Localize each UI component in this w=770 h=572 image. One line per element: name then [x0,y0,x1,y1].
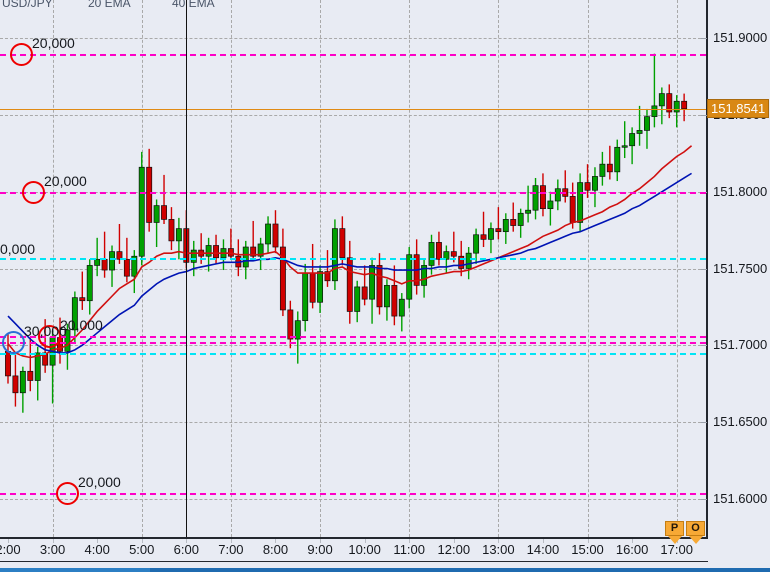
order-line[interactable] [0,53,706,56]
price-axis-tick [701,115,707,117]
order-line[interactable] [0,191,706,194]
cursor-vertical-line [186,0,188,537]
alert-line [0,257,706,260]
status-strip-right [150,568,770,572]
order-volume-label: 20,000 [78,473,121,490]
time-axis-tick [320,539,322,543]
order-marker[interactable] [38,325,61,348]
price-axis[interactable]: 151.9000151.8500151.8000151.7500151.7000… [701,0,770,537]
price-axis-label: 151.6000 [713,490,768,506]
order-volume-label: 20,000 [44,172,87,189]
time-axis-label: 6:00 [173,542,199,557]
time-axis-label: 11:00 [393,542,426,557]
time-axis[interactable]: 2:00 3:00 4:00 5:00 6:00 7:00 8:00 9:00 10:00 11:… [0,539,708,562]
time-axis-tick [97,539,99,543]
time-axis-tick [141,539,143,543]
price-axis-tick [701,38,707,40]
time-axis-label: 7:00 [218,542,244,557]
time-axis-tick [542,539,544,543]
status-strip [0,566,770,572]
price-axis-label: 151.7500 [713,260,768,276]
order-marker[interactable] [10,42,33,66]
order-volume-label: 30,000 [24,323,67,340]
order-badge-label: O [686,521,705,536]
order-volume-label: 20,000 [32,34,75,51]
order-badge-pointer-icon [688,536,703,544]
ema-layer [7,145,693,359]
time-axis-order-badge[interactable]: O [686,521,705,544]
time-axis-tick [230,539,232,543]
order-marker[interactable] [2,331,25,355]
time-axis-label: 9:00 [307,542,333,557]
order-badge-pointer-icon [667,536,682,544]
time-gridline [230,0,232,537]
price-gridline [0,38,706,40]
time-axis-tick [275,539,277,543]
price-axis-tick [701,268,707,270]
price-axis-tick [701,345,707,347]
time-axis-label: 12:00 [437,542,471,557]
time-axis-label: 14:00 [526,542,560,557]
time-axis-label: 15:00 [571,542,604,557]
time-axis-tick [364,539,366,543]
time-axis-tick [453,539,455,543]
alert-line-label: 0,000 [0,240,36,257]
time-gridline [676,0,678,537]
time-axis-label: 2:00 [0,542,21,557]
time-axis-tick [498,539,500,543]
price-gridline [0,345,706,347]
current-price-line [0,108,706,110]
price-gridline [0,115,706,117]
price-gridline [0,498,706,500]
alert-line [0,352,706,355]
time-axis-label: 5:00 [129,542,155,557]
time-axis-tick [409,539,411,543]
time-gridline [498,0,500,537]
time-axis-tick [186,539,188,543]
order-marker[interactable] [22,180,45,204]
status-strip-left [0,568,150,572]
price-axis-tick [701,498,707,500]
time-axis-label: 13:00 [482,542,515,557]
price-axis-tick [701,421,707,423]
order-line[interactable] [0,492,706,495]
time-axis-order-badge[interactable]: P [665,521,684,544]
price-gridline [0,421,706,423]
order-badge-label: P [665,521,684,536]
time-gridline [141,0,143,537]
chart-plot-area[interactable]: 0,000 20,000 20,000 30,000 20,000 20,000 [0,0,708,539]
price-axis-label: 151.7000 [713,337,768,353]
time-axis-label: 16:00 [615,542,649,557]
time-axis-tick [8,539,9,543]
price-gridline [0,268,706,270]
price-axis-label: 151.6500 [713,413,768,429]
time-gridline [52,0,54,537]
current-price-badge: 151.8541 [708,100,769,118]
price-axis-label: 151.8000 [713,183,768,199]
time-axis-label: 10:00 [348,542,381,557]
price-axis-label: 151.9000 [713,30,768,46]
time-axis-label: 3:00 [39,542,66,557]
time-axis-label: 4:00 [84,542,110,557]
time-axis-tick [632,539,634,543]
time-gridline [587,0,589,537]
order-line[interactable] [0,336,706,338]
order-volume-label: 20,000 [60,317,103,333]
time-axis-label: 8:00 [262,542,289,557]
order-line[interactable] [0,342,706,345]
time-axis-label: 17:00 [660,542,693,557]
order-marker[interactable] [56,481,79,505]
time-axis-tick [587,539,589,543]
candlestick-layer [5,53,688,413]
time-axis-tick [52,539,54,543]
